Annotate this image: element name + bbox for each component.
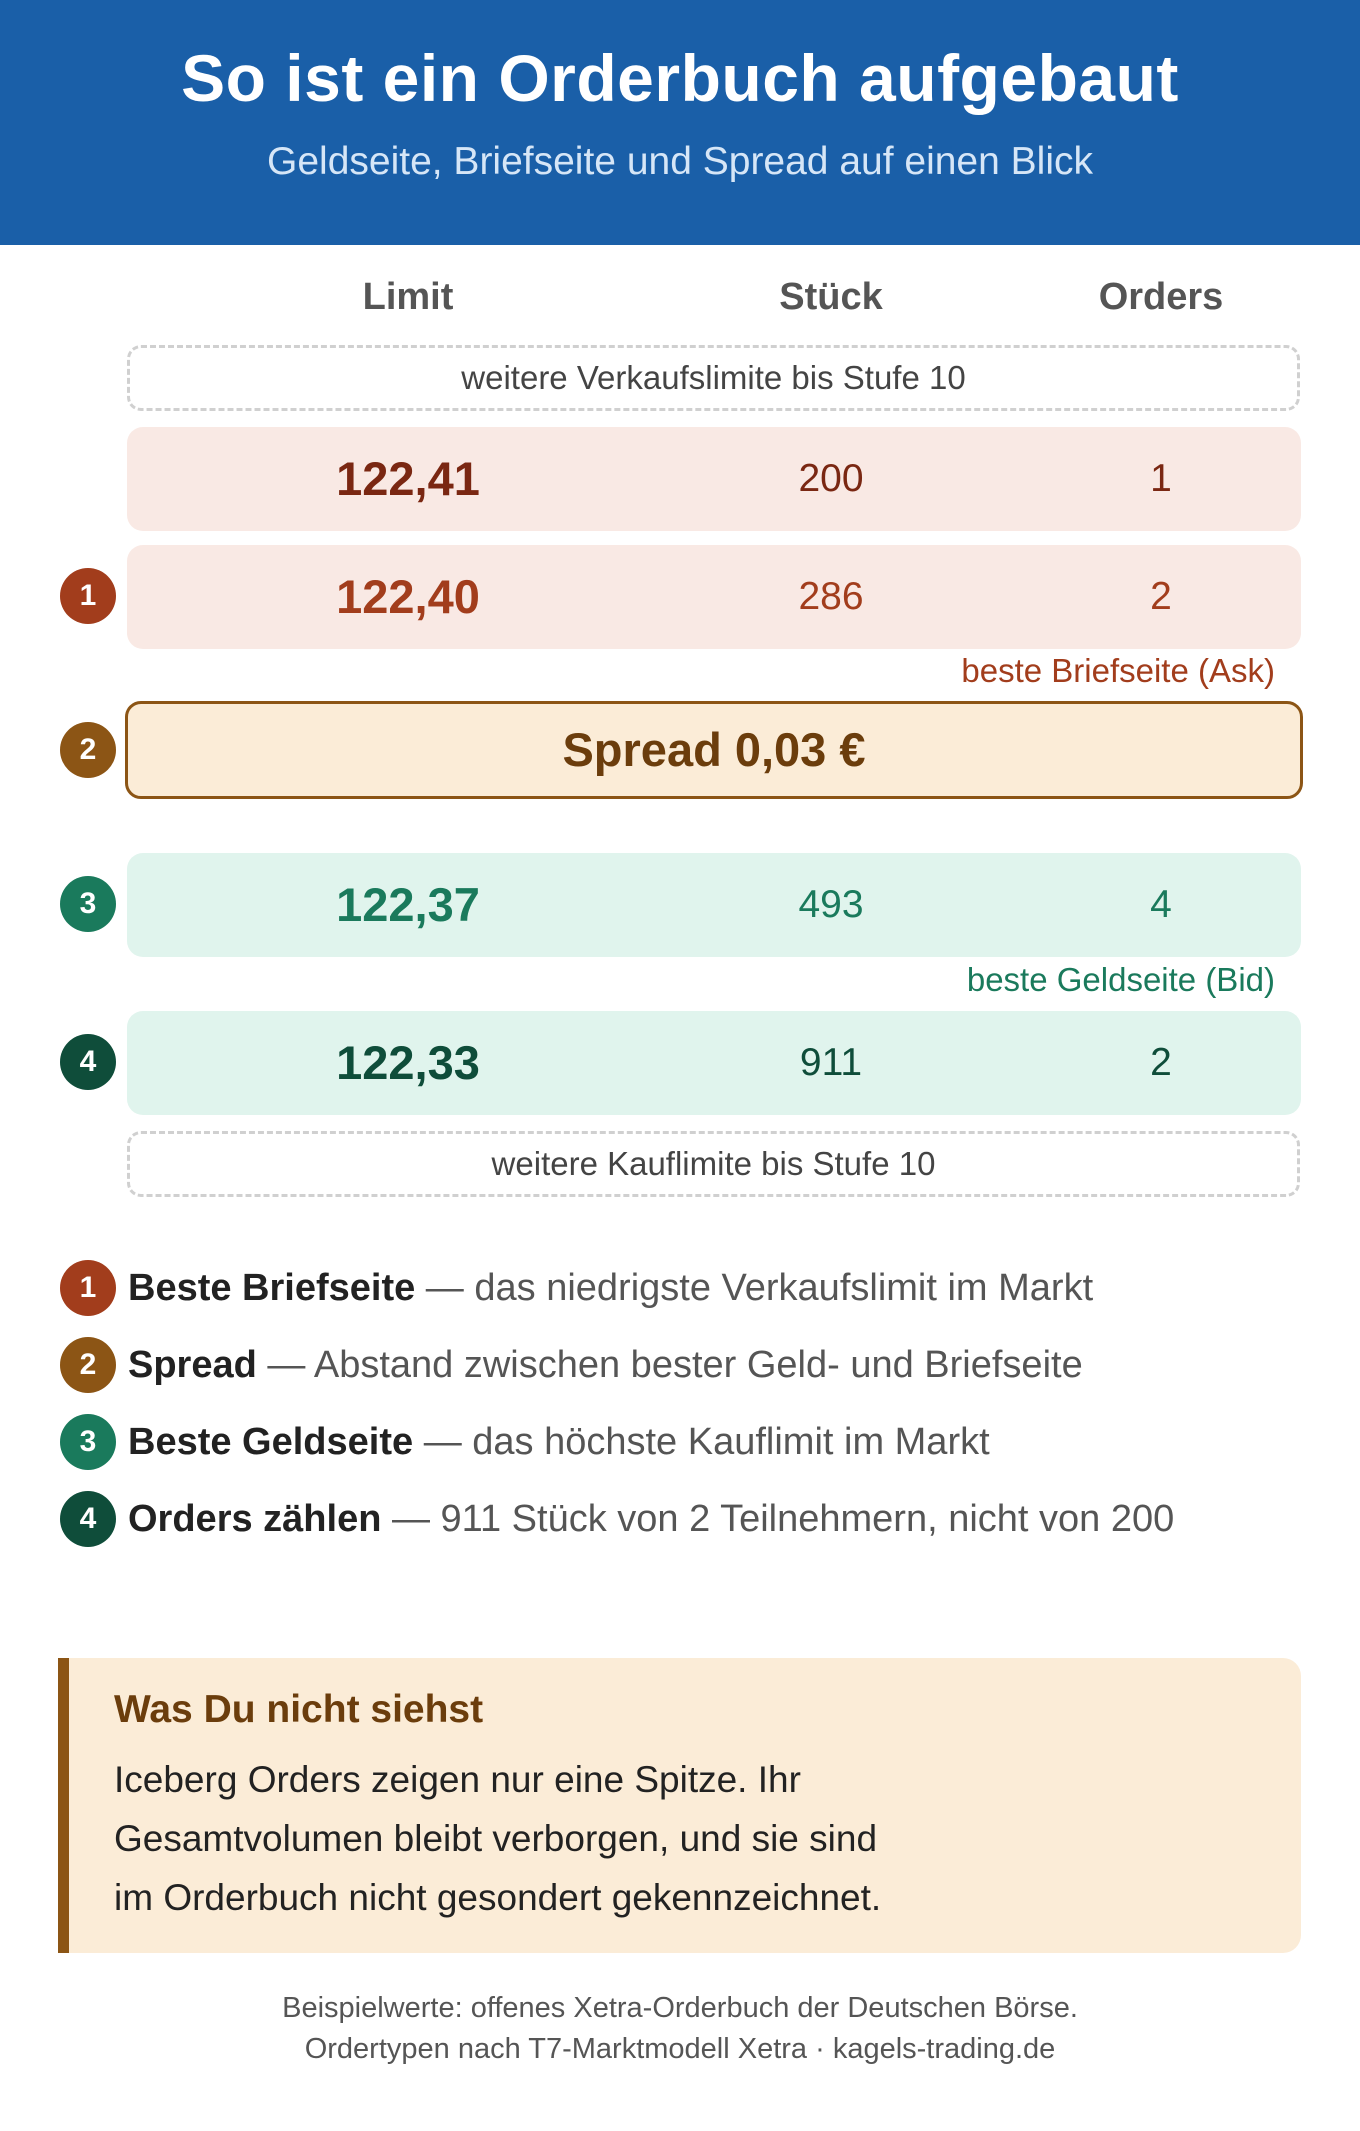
legend-term: Beste Briefseite	[128, 1267, 416, 1309]
bid-orders: 4	[1150, 883, 1172, 926]
legend-term: Beste Geldseite	[128, 1421, 414, 1463]
bid-quantity: 493	[798, 883, 864, 926]
ask-limit: 122,41	[336, 452, 480, 505]
callout-line: Iceberg Orders zeigen nur eine Spitze. I…	[114, 1759, 801, 1800]
legend-badge-1: 1	[60, 1260, 116, 1316]
column-header-limit: Limit	[362, 276, 454, 318]
spread-box: Spread 0,03 €	[125, 701, 1303, 799]
legend-description: — das niedrigste Verkaufslimit im Markt	[415, 1267, 1094, 1309]
best-ask-note: beste Briefseite (Ask)	[961, 652, 1275, 689]
bid-limit: 122,37	[336, 878, 480, 931]
ask-quantity: 286	[798, 575, 864, 618]
legend-description: — das höchste Kauflimit im Markt	[413, 1421, 990, 1463]
info-callout: Was Du nicht siehst Iceberg Orders zeige…	[58, 1658, 1301, 1953]
page-subtitle: Geldseite, Briefseite und Spread auf ein…	[267, 140, 1093, 183]
footer-source: Beispielwerte: offenes Xetra-Orderbuch d…	[282, 1992, 1078, 2024]
badge-4: 4	[60, 1034, 116, 1090]
column-header-orders: Orders	[1098, 276, 1224, 318]
callout-line: im Orderbuch nicht gesondert gekennzeich…	[114, 1877, 882, 1918]
legend-badge-2: 2	[60, 1337, 116, 1393]
bid-orders: 2	[1150, 1041, 1172, 1084]
legend-description: — Abstand zwischen bester Geld- und Brie…	[256, 1344, 1083, 1386]
bid-limit: 122,33	[336, 1036, 480, 1089]
footer: Beispielwerte: offenes Xetra-Orderbuch d…	[0, 1988, 1360, 2070]
callout-body: Iceberg Orders zeigen nur eine Spitze. I…	[114, 1750, 1014, 1927]
legend-term: Spread	[128, 1344, 257, 1386]
legend-badge-4: 4	[60, 1491, 116, 1547]
legend-description: — 911 Stück von 2 Teilnehmern, nicht von…	[381, 1498, 1175, 1540]
footer-credit: Ordertypen nach T7-Marktmodell Xetra · k…	[304, 2033, 1056, 2065]
page-title: So ist ein Orderbuch aufgebaut	[181, 41, 1179, 115]
callout-title: Was Du nicht siehst	[114, 1688, 484, 1731]
legend-term: Orders zählen	[128, 1498, 382, 1540]
best-bid-row: 122,37 493 4	[127, 853, 1301, 957]
best-bid-note: beste Geldseite (Bid)	[966, 961, 1275, 998]
bid-row: 122,33 911 2	[127, 1011, 1301, 1115]
ask-limit: 122,40	[336, 570, 480, 623]
badge-1: 1	[60, 568, 116, 624]
badge-3: 3	[60, 876, 116, 932]
column-header-quantity: Stück	[779, 276, 883, 318]
callout-line: Gesamtvolumen bleibt verborgen, und sie …	[114, 1818, 878, 1859]
more-asks-placeholder: weitere Verkaufslimite bis Stufe 10	[127, 345, 1300, 411]
legend-badge-3: 3	[60, 1414, 116, 1470]
ask-orders: 2	[1150, 575, 1172, 618]
more-bids-placeholder: weitere Kauflimite bis Stufe 10	[127, 1131, 1300, 1197]
best-ask-row: 122,40 286 2	[127, 545, 1301, 649]
bid-quantity: 911	[799, 1041, 863, 1084]
ask-orders: 1	[1150, 457, 1172, 500]
header: So ist ein Orderbuch aufgebaut Geldseite…	[0, 0, 1360, 245]
ask-row: 122,41 200 1	[127, 427, 1301, 531]
badge-2: 2	[60, 722, 116, 778]
ask-quantity: 200	[798, 457, 864, 500]
